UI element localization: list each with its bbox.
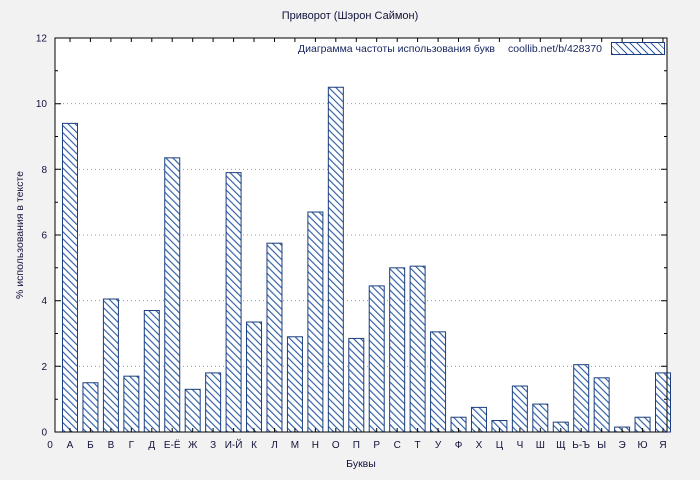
x-tick-label: А <box>67 440 74 451</box>
x-tick-label: Р <box>373 440 380 451</box>
bar-О <box>327 86 344 433</box>
bar-Л <box>266 242 283 433</box>
chart-title: Приворот (Шэрон Саймон) <box>281 10 419 22</box>
x-tick-label: О <box>332 440 340 451</box>
bar-А <box>62 122 78 433</box>
bar-З <box>205 372 222 433</box>
legend-label: Диаграмма частоты использования букв <box>298 42 495 55</box>
bar-И-Й <box>225 172 242 433</box>
axis-ticks <box>55 37 667 433</box>
bar-Т <box>409 265 426 433</box>
legend-source-link: coollib.net/b/428370 <box>508 42 602 55</box>
x-tick-label: И-Й <box>225 438 243 451</box>
x-tick-label: З <box>210 440 216 451</box>
x-tick-label: Л <box>271 440 278 451</box>
chart-legend: Диаграмма частоты использования букв coo… <box>298 42 665 55</box>
legend-hatch-swatch <box>611 42 665 55</box>
bar-С <box>389 267 406 433</box>
bar-Б <box>82 382 99 433</box>
x-axis-label: Буквы <box>346 458 376 470</box>
bar-К <box>246 321 263 433</box>
x-tick-label: К <box>251 440 257 451</box>
y-tick-label: 8 <box>41 165 47 176</box>
bar-Р <box>368 285 385 433</box>
bar-Г <box>123 375 140 433</box>
x-tick-label: Н <box>312 440 319 451</box>
y-tick-label: 12 <box>36 34 48 45</box>
bar-В <box>102 298 119 433</box>
bar-Е-Ё <box>164 157 181 433</box>
y-tick-label: 6 <box>41 231 47 242</box>
x-tick-label: Ы <box>597 440 606 451</box>
x-tick-label: М <box>291 440 299 451</box>
bar-П <box>348 337 365 433</box>
x-tick-label: Ю <box>638 440 648 451</box>
x-tick-label: Ч <box>517 440 524 451</box>
y-tick-label: 2 <box>41 362 47 373</box>
bar-Ч <box>511 385 528 433</box>
bar-Н <box>307 211 324 433</box>
x-origin-label: 0 <box>47 440 53 451</box>
x-tick-label: Ц <box>496 440 504 451</box>
x-tick-label: Т <box>415 440 421 451</box>
x-tick-label: С <box>394 440 401 451</box>
y-tick-label: 4 <box>41 296 47 307</box>
x-tick-label: Ж <box>188 440 198 451</box>
y-axis-label: % использования в тексте <box>14 171 26 299</box>
x-tick-label: Э <box>619 440 626 451</box>
x-tick-label: В <box>108 440 115 451</box>
bar-Д <box>143 310 160 433</box>
y-tick-label: 0 <box>41 428 47 439</box>
bar-Ж <box>184 388 201 433</box>
bar-Ш <box>532 403 549 433</box>
bar-Я <box>655 372 671 433</box>
x-tick-label: П <box>353 440 360 451</box>
x-tick-label: Б <box>87 440 94 451</box>
x-tick-label: Ш <box>536 440 545 451</box>
x-tick-label: Х <box>476 440 483 451</box>
x-tick-label: Ф <box>455 440 463 451</box>
x-tick-label: Е-Ё <box>164 439 181 451</box>
y-tick-label: 10 <box>36 99 48 110</box>
x-tick-label: Ь-Ъ <box>572 440 590 451</box>
bar-Ь-Ъ <box>573 364 590 433</box>
bar-М <box>286 336 303 433</box>
x-tick-label: Я <box>659 440 666 451</box>
x-tick-label: Д <box>148 440 155 451</box>
x-tick-label: Щ <box>556 440 565 451</box>
bar-У <box>430 331 447 433</box>
bar-Ы <box>593 377 610 433</box>
x-tick-label: У <box>435 440 442 451</box>
x-tick-label: Г <box>129 440 135 451</box>
